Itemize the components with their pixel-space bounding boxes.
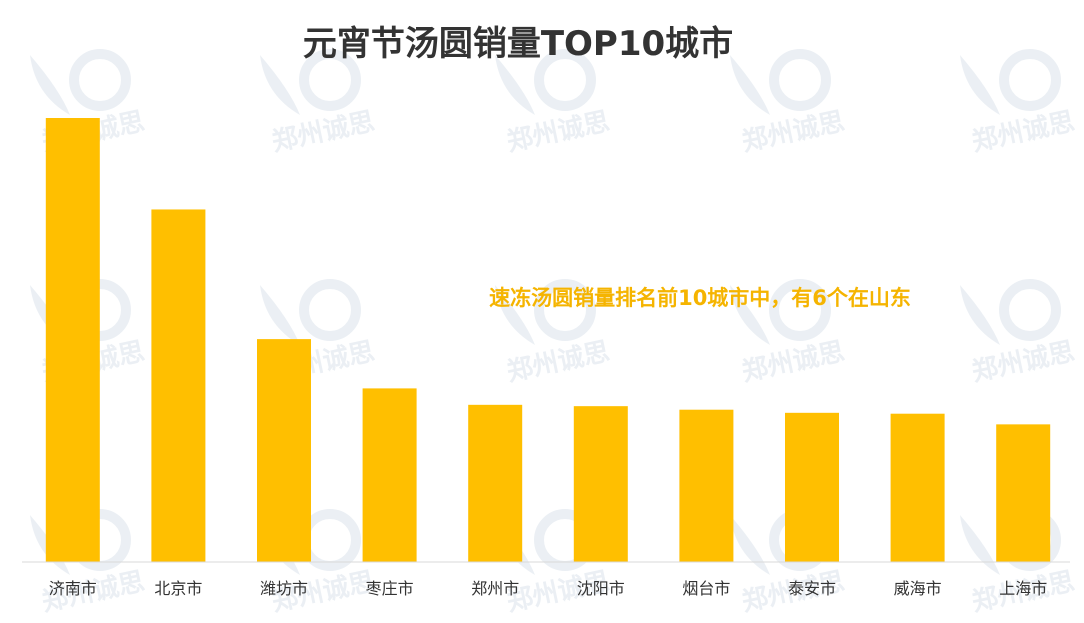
logo-icon bbox=[69, 49, 131, 111]
logo-icon bbox=[769, 279, 831, 341]
bar-1 bbox=[151, 209, 206, 563]
watermark-text: 郑州诚思 bbox=[269, 107, 377, 158]
watermark-leaf-shape bbox=[960, 515, 1000, 575]
x-tick-label: 北京市 bbox=[154, 579, 202, 598]
watermark-text: 郑州诚思 bbox=[504, 337, 612, 388]
logo-icon bbox=[299, 49, 361, 111]
watermark-leaf-shape bbox=[260, 285, 300, 345]
watermark-leaf-shape bbox=[730, 515, 770, 575]
chart-title: 元宵节汤圆销量TOP10城市 bbox=[303, 24, 733, 64]
watermark-leaf-shape bbox=[730, 55, 770, 115]
logo-icon bbox=[299, 279, 361, 341]
logo-icon bbox=[299, 509, 361, 571]
logo-icon bbox=[999, 279, 1061, 341]
watermark-tile: 郑州诚思 bbox=[260, 49, 377, 158]
x-tick-label: 枣庄市 bbox=[366, 579, 414, 598]
watermark-text: 郑州诚思 bbox=[504, 107, 612, 158]
logo-icon bbox=[999, 49, 1061, 111]
watermark-leaf-shape bbox=[30, 55, 70, 115]
x-tick-labels: 济南市 北京市 潍坊市 枣庄市 郑州市 沈阳市 烟台市 泰安市 威海市 上海市 bbox=[49, 579, 1047, 598]
watermark-leaf-shape bbox=[960, 285, 1000, 345]
bar-3 bbox=[362, 388, 417, 562]
watermark-leaf-shape bbox=[495, 285, 535, 345]
x-tick-label: 郑州市 bbox=[471, 579, 519, 598]
bars-group bbox=[45, 118, 1051, 563]
logo-icon bbox=[769, 49, 831, 111]
x-tick-label: 烟台市 bbox=[682, 579, 730, 598]
watermark-leaf-shape bbox=[260, 55, 300, 115]
watermark-leaf-shape bbox=[495, 55, 535, 115]
bar-0 bbox=[45, 118, 100, 562]
watermark-text: 郑州诚思 bbox=[969, 337, 1077, 388]
bar-7 bbox=[785, 412, 839, 562]
x-tick-label: 上海市 bbox=[999, 579, 1047, 598]
x-tick-label: 沈阳市 bbox=[577, 579, 625, 598]
watermark-tile: 郑州诚思 bbox=[495, 49, 612, 158]
bar-8 bbox=[890, 413, 945, 562]
logo-icon bbox=[534, 279, 596, 341]
x-tick-label: 潍坊市 bbox=[260, 579, 308, 598]
bar-2 bbox=[257, 339, 311, 562]
watermark-leaf-shape bbox=[960, 55, 1000, 115]
chart-annotation: 速冻汤圆销量排名前10城市中，有6个在山东 bbox=[489, 286, 911, 310]
bar-5 bbox=[573, 406, 628, 562]
x-tick-label: 济南市 bbox=[49, 579, 97, 598]
x-tick-label: 威海市 bbox=[894, 579, 942, 598]
bar-4 bbox=[468, 404, 523, 562]
x-tick-label: 泰安市 bbox=[788, 579, 836, 598]
watermark-tile: 郑州诚思 bbox=[960, 49, 1077, 158]
watermark-text: 郑州诚思 bbox=[739, 107, 847, 158]
watermark-text: 郑州诚思 bbox=[969, 107, 1077, 158]
watermark-tile: 郑州诚思 bbox=[730, 49, 847, 158]
bar-9 bbox=[996, 424, 1051, 562]
logo-icon bbox=[534, 49, 596, 111]
bar-6 bbox=[679, 409, 734, 562]
watermark-tile: 郑州诚思 bbox=[960, 279, 1077, 388]
watermark-text: 郑州诚思 bbox=[739, 337, 847, 388]
watermark-leaf-shape bbox=[730, 285, 770, 345]
